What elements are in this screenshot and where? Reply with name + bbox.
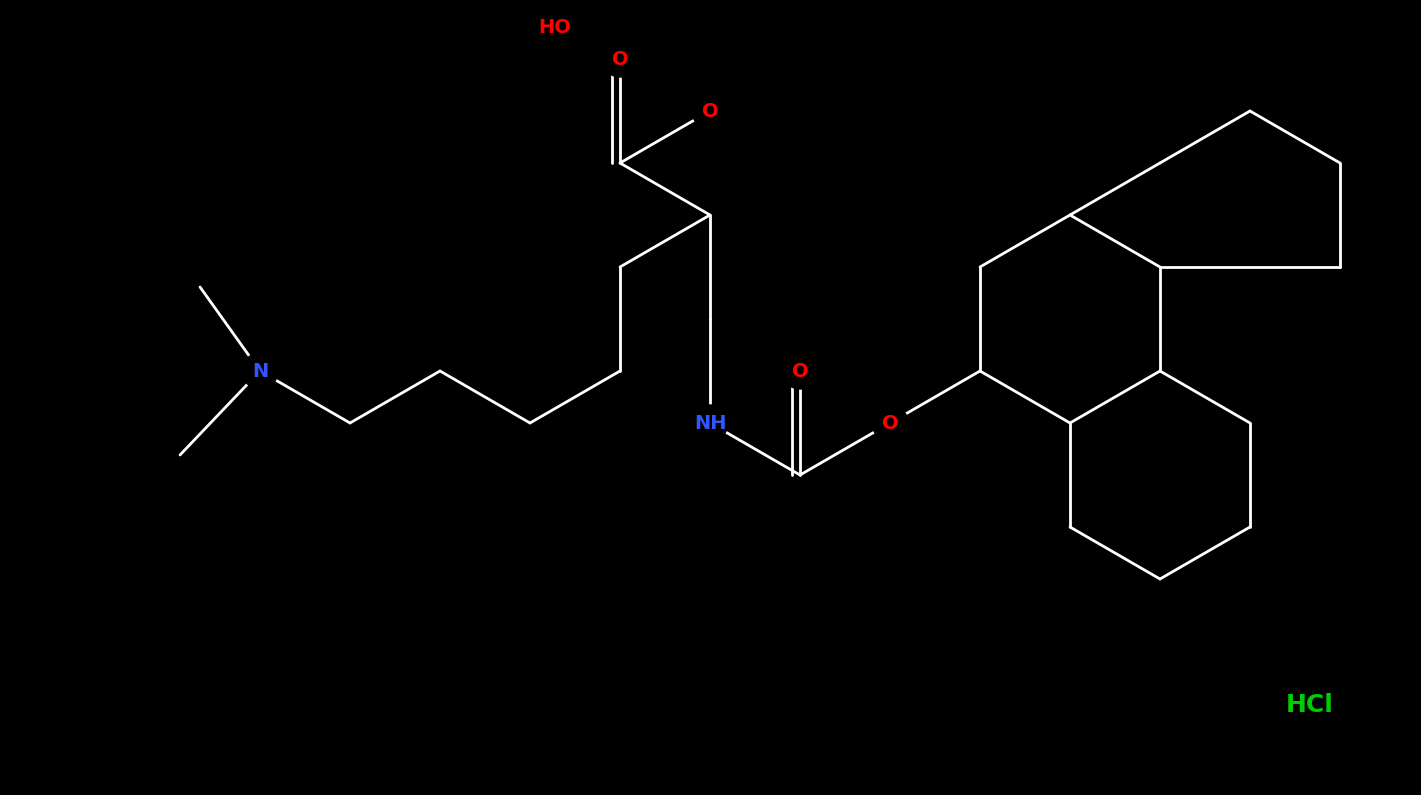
- Circle shape: [537, 9, 573, 45]
- Circle shape: [692, 93, 728, 129]
- Text: HO: HO: [539, 17, 571, 37]
- Circle shape: [692, 405, 728, 441]
- Text: HCl: HCl: [1286, 693, 1334, 717]
- Text: O: O: [881, 413, 898, 432]
- Circle shape: [872, 405, 908, 441]
- Text: O: O: [702, 102, 718, 121]
- Text: O: O: [791, 362, 809, 381]
- Text: NH: NH: [693, 413, 726, 432]
- Circle shape: [242, 353, 279, 389]
- Circle shape: [782, 353, 818, 389]
- Text: O: O: [611, 49, 628, 68]
- Circle shape: [603, 41, 638, 77]
- Text: N: N: [252, 362, 269, 381]
